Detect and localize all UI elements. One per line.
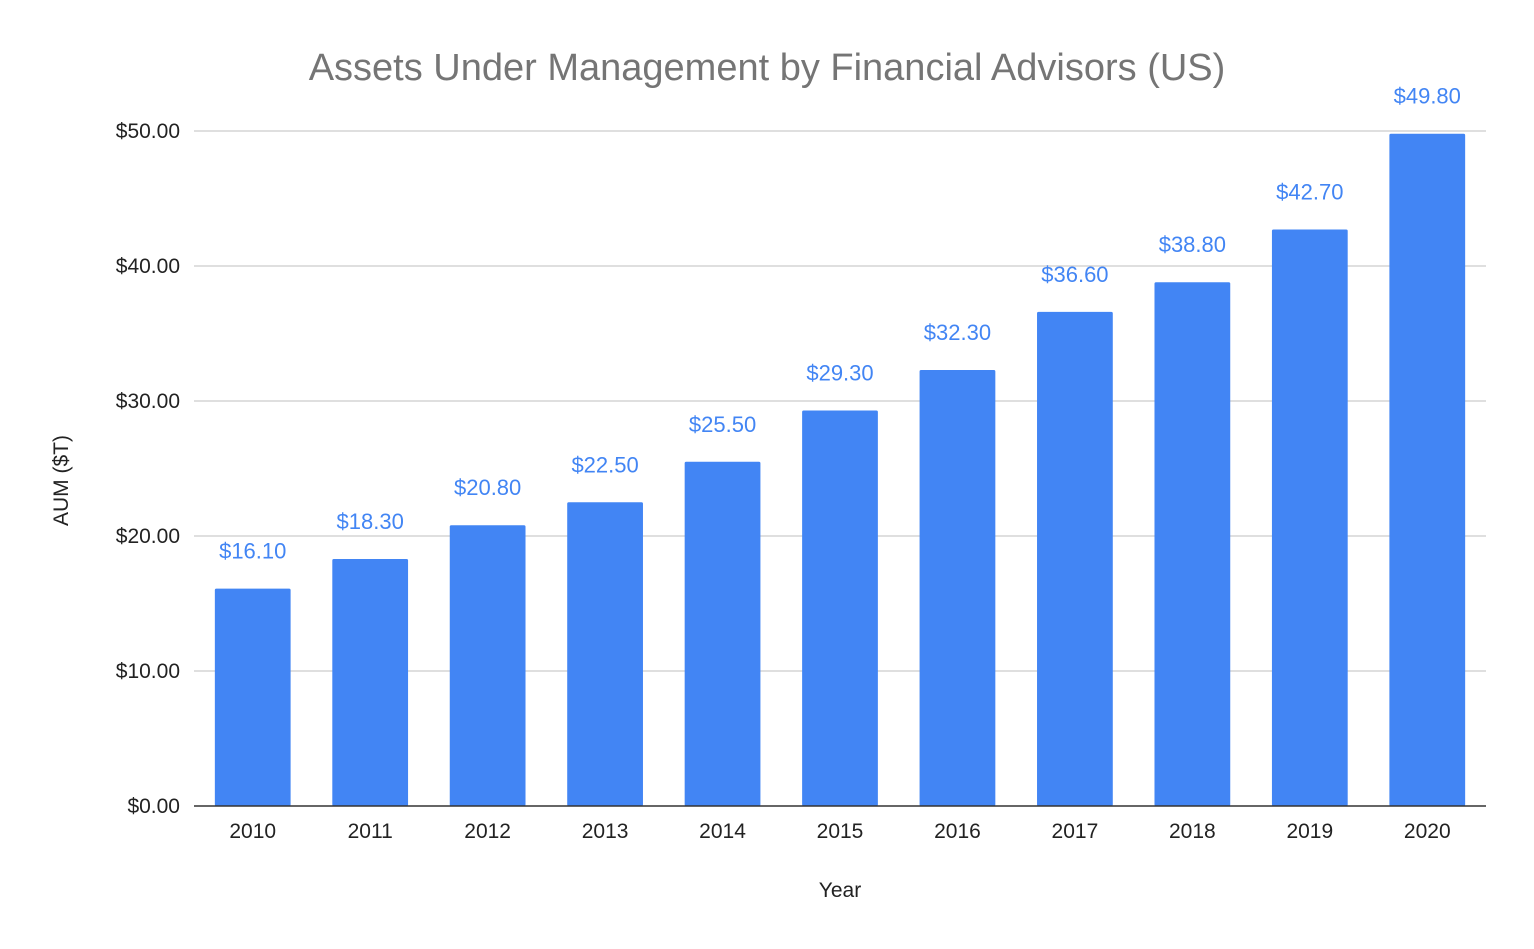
x-tick-label: 2013 — [582, 820, 629, 843]
x-axis-title: Year — [819, 879, 861, 902]
data-label: $29.30 — [806, 360, 873, 385]
chart-title: Assets Under Management by Financial Adv… — [308, 47, 1226, 89]
y-tick-label: $20.00 — [116, 525, 180, 548]
y-tick-label: $40.00 — [116, 255, 180, 278]
y-axis-title: AUM ($T) — [50, 435, 73, 526]
data-label: $18.30 — [337, 509, 404, 534]
x-tick-label: 2014 — [699, 820, 746, 843]
y-tick-label: $0.00 — [127, 795, 180, 818]
data-label: $22.50 — [571, 452, 638, 477]
x-tick-label: 2017 — [1052, 820, 1099, 843]
data-label: $25.50 — [689, 412, 756, 437]
x-tick-label: 2010 — [229, 820, 276, 843]
x-tick-label: 2018 — [1169, 820, 1216, 843]
y-tick-label: $10.00 — [116, 660, 180, 683]
bar — [802, 410, 878, 806]
bar — [684, 461, 761, 806]
bar — [449, 525, 526, 806]
bar — [1037, 311, 1113, 806]
y-tick-label: $50.00 — [116, 120, 180, 143]
x-tick-label: 2012 — [464, 820, 511, 843]
bar — [214, 588, 291, 806]
x-tick-label: 2016 — [934, 820, 981, 843]
bar — [1154, 282, 1231, 806]
data-label: $36.60 — [1041, 262, 1108, 287]
x-tick-label: 2019 — [1286, 820, 1333, 843]
data-label: $20.80 — [454, 475, 521, 500]
bar — [567, 502, 643, 806]
x-tick-label: 2020 — [1404, 820, 1451, 843]
data-label: $32.30 — [924, 320, 991, 345]
bar — [1271, 229, 1348, 807]
bar — [1389, 133, 1466, 806]
data-label: $42.70 — [1276, 180, 1343, 205]
bar — [919, 369, 996, 806]
x-tick-label: 2015 — [817, 820, 864, 843]
data-label: $49.80 — [1394, 84, 1461, 109]
bar — [332, 558, 409, 806]
data-label: $38.80 — [1159, 232, 1226, 257]
y-tick-label: $30.00 — [116, 390, 180, 413]
x-tick-label: 2011 — [348, 820, 393, 843]
data-label: $16.10 — [219, 539, 286, 564]
